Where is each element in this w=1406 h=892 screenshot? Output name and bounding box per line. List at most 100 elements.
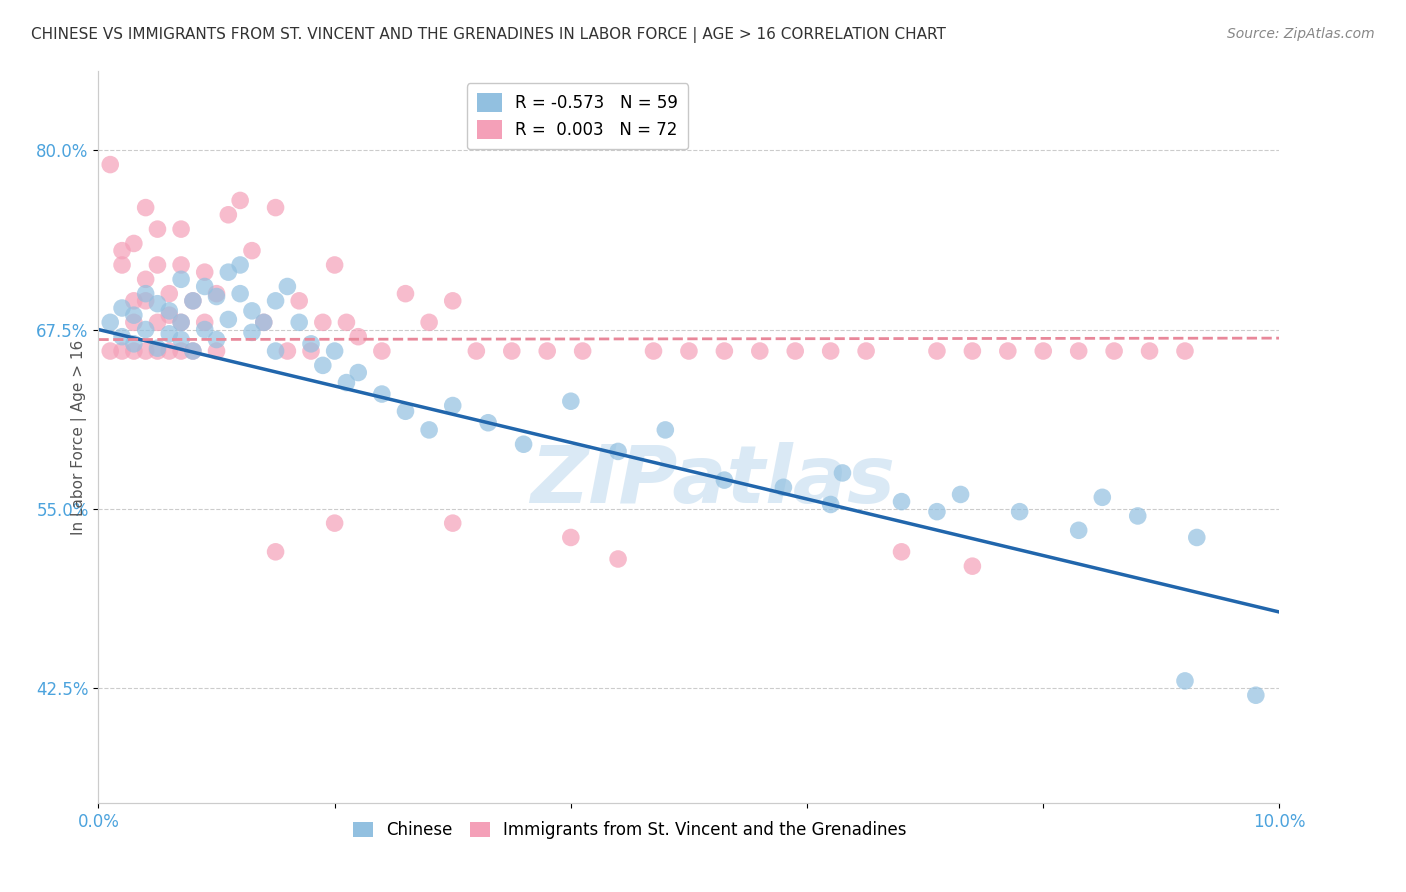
Text: Source: ZipAtlas.com: Source: ZipAtlas.com (1227, 27, 1375, 41)
Point (925, 505, 948, 519)
Point (98, 344, 121, 359)
Point (323, 258, 346, 272)
Point (264, 344, 287, 359)
Point (170, 315, 193, 329)
Point (240, 244, 263, 258)
Point (205, 286, 228, 301)
Point (135, 286, 157, 301)
Point (276, 279, 298, 293)
Point (654, 423, 676, 437)
Point (253, 315, 276, 329)
Point (299, 344, 322, 359)
Point (643, 344, 665, 359)
Point (122, 336, 145, 351)
Point (1174, 344, 1197, 359)
Point (170, 272, 193, 286)
Point (607, 552, 630, 566)
Point (157, 326, 180, 341)
Point (418, 423, 440, 437)
Point (323, 344, 346, 359)
Point (441, 399, 464, 413)
Point (217, 312, 239, 326)
Point (146, 296, 169, 310)
Point (157, 286, 180, 301)
Point (181, 293, 204, 308)
Point (465, 344, 488, 359)
Point (962, 344, 984, 359)
Point (512, 437, 534, 451)
Point (820, 344, 842, 359)
Point (217, 208, 239, 222)
Point (1067, 344, 1090, 359)
Point (1067, 524, 1090, 538)
Point (135, 272, 157, 286)
Point (135, 322, 157, 336)
Point (335, 376, 357, 390)
Point (111, 258, 134, 272)
Point (772, 480, 794, 494)
Point (122, 293, 145, 308)
Point (111, 244, 134, 258)
Point (1008, 505, 1031, 519)
Point (194, 265, 217, 279)
Point (170, 333, 193, 347)
Point (394, 404, 416, 418)
Point (146, 315, 169, 329)
Point (146, 341, 169, 355)
Point (135, 293, 157, 308)
Point (170, 258, 193, 272)
Point (157, 304, 180, 318)
Point (678, 344, 700, 359)
Point (170, 222, 193, 236)
Point (217, 265, 239, 279)
Point (713, 473, 735, 487)
Point (347, 366, 370, 380)
Point (170, 344, 193, 359)
Point (181, 344, 204, 359)
Point (831, 466, 853, 480)
Point (312, 315, 335, 329)
Point (536, 344, 558, 359)
Point (111, 301, 134, 315)
Text: ZIPatlas: ZIPatlas (530, 442, 896, 520)
Point (253, 315, 276, 329)
Point (264, 293, 287, 308)
Point (264, 545, 287, 559)
Point (607, 444, 630, 458)
Point (962, 559, 984, 574)
Point (111, 344, 134, 359)
Point (135, 344, 157, 359)
Point (1185, 531, 1208, 545)
Point (205, 333, 228, 347)
Point (205, 289, 228, 303)
Point (122, 344, 145, 359)
Point (571, 344, 593, 359)
Point (157, 308, 180, 322)
Point (560, 531, 582, 545)
Point (1126, 508, 1149, 523)
Point (240, 304, 263, 318)
Point (194, 279, 217, 293)
Point (441, 293, 464, 308)
Point (560, 394, 582, 409)
Point (146, 344, 169, 359)
Point (194, 322, 217, 336)
Point (135, 201, 157, 215)
Point (276, 344, 298, 359)
Point (748, 344, 770, 359)
Point (323, 516, 346, 530)
Point (229, 286, 252, 301)
Point (299, 336, 322, 351)
Point (146, 258, 169, 272)
Point (713, 344, 735, 359)
Point (890, 545, 912, 559)
Point (111, 329, 134, 343)
Point (371, 344, 394, 359)
Point (240, 326, 263, 340)
Point (1139, 344, 1161, 359)
Point (229, 258, 252, 272)
Point (925, 344, 948, 359)
Y-axis label: In Labor Force | Age > 16: In Labor Force | Age > 16 (72, 340, 87, 534)
Point (394, 286, 416, 301)
Legend: Chinese, Immigrants from St. Vincent and the Grenadines: Chinese, Immigrants from St. Vincent and… (347, 814, 912, 846)
